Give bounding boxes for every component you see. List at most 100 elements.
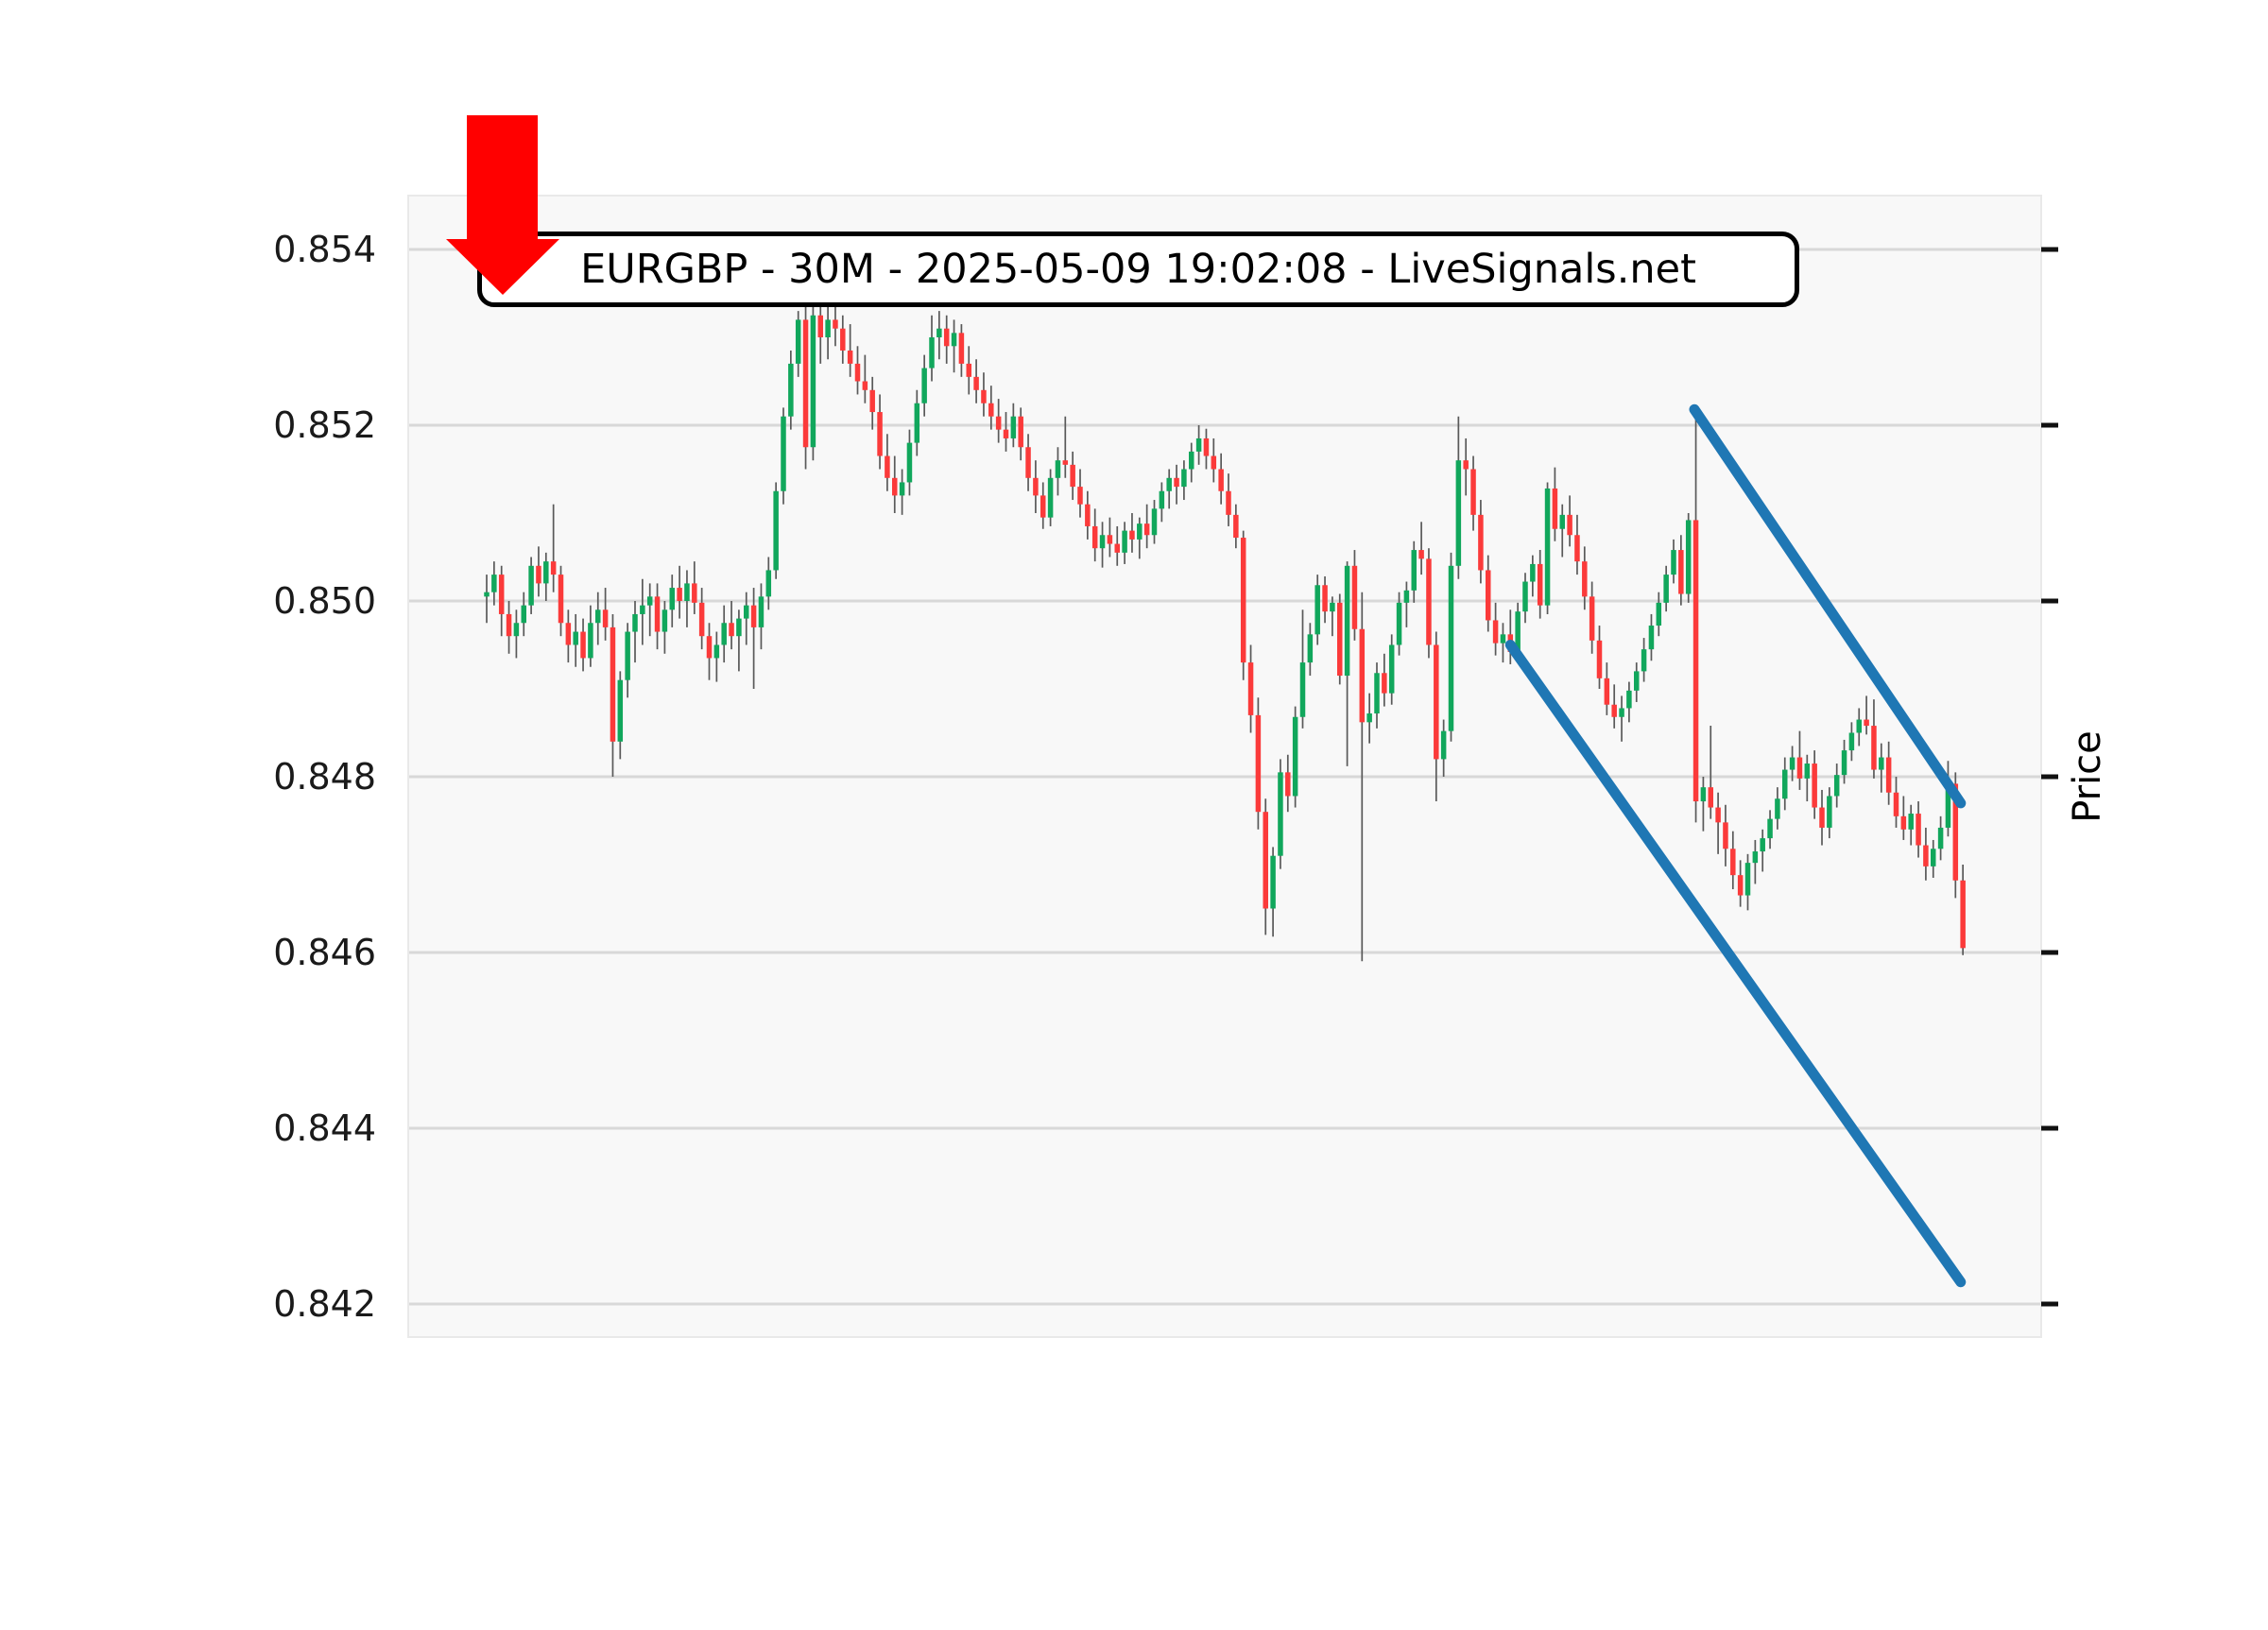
candlestick xyxy=(498,565,505,637)
candle-body-down xyxy=(833,319,838,329)
candlestick xyxy=(1337,593,1343,685)
candle-body-down xyxy=(1960,880,1966,949)
candle-body-down xyxy=(1737,875,1744,896)
candle-body-down xyxy=(1819,807,1825,828)
candle-body-down xyxy=(988,403,994,417)
candlestick xyxy=(1478,500,1484,584)
candle-body-down xyxy=(565,623,572,645)
candle-body-up xyxy=(1189,451,1194,470)
candle-body-down xyxy=(1085,504,1091,526)
candlestick xyxy=(1285,754,1291,813)
y-axis-labels-left: 0.854 0.852 0.850 0.848 0.846 0.844 0.842 xyxy=(273,229,376,1325)
candlestick xyxy=(1388,634,1395,705)
candlestick xyxy=(1143,504,1150,549)
candlestick xyxy=(1263,798,1268,935)
candle-body-up xyxy=(1330,602,1335,612)
candle-body-up xyxy=(1299,662,1306,717)
candlestick xyxy=(1344,561,1350,766)
candle-body-up xyxy=(1782,769,1788,799)
candlestick xyxy=(706,623,713,680)
candle-body-up xyxy=(1522,581,1528,612)
candle-body-up xyxy=(1760,838,1765,852)
candlestick xyxy=(1634,662,1640,702)
candle-body-up xyxy=(825,319,831,337)
candle-body-up xyxy=(684,583,690,601)
candle-body-up xyxy=(788,363,794,417)
candlestick xyxy=(1203,428,1210,470)
candlestick xyxy=(914,389,920,456)
candle-body-down xyxy=(862,381,868,390)
candlestick xyxy=(1626,681,1632,723)
candlestick xyxy=(892,455,898,513)
candle-body-down xyxy=(1091,525,1098,549)
candlestick xyxy=(810,306,816,461)
candlestick xyxy=(825,306,831,360)
candlestick xyxy=(1040,482,1046,529)
candlestick xyxy=(1047,469,1054,526)
candlestick xyxy=(692,561,697,614)
candlestick xyxy=(1062,416,1069,478)
candle-body-down xyxy=(558,575,564,624)
candlestick xyxy=(484,575,490,624)
y-axis-tick xyxy=(2041,247,2058,252)
candlestick xyxy=(1671,539,1676,584)
candlestick xyxy=(1122,522,1127,564)
candle-body-down xyxy=(1226,490,1231,515)
candle-body-down xyxy=(1463,460,1469,470)
candle-body-down xyxy=(1018,416,1023,448)
candlestick xyxy=(1737,860,1744,907)
candlestick xyxy=(1760,829,1765,872)
candlestick xyxy=(610,613,616,777)
candlestick xyxy=(1775,787,1780,830)
candlestick xyxy=(1077,469,1083,518)
trendlines xyxy=(1504,403,1967,1288)
candlestick xyxy=(921,354,927,417)
candle-body-up xyxy=(1671,550,1676,575)
candlestick xyxy=(885,434,890,491)
candlestick xyxy=(1552,467,1558,541)
candle-body-up xyxy=(1848,732,1855,751)
candlestick xyxy=(684,570,690,627)
candle-body-down xyxy=(1040,495,1046,518)
candlestick xyxy=(573,613,578,667)
candlestick xyxy=(1567,495,1572,547)
candle-body-down xyxy=(1567,514,1572,536)
candlestick xyxy=(625,623,630,698)
candle-body-up xyxy=(1515,611,1521,652)
candlestick xyxy=(1619,695,1624,742)
candlestick xyxy=(1351,550,1358,641)
candlestick xyxy=(640,578,645,645)
candle-body-down xyxy=(1486,570,1491,621)
candle-body-down xyxy=(1478,514,1484,571)
candle-body-down xyxy=(1715,807,1721,823)
candlestick xyxy=(536,546,541,597)
candle-body-up xyxy=(758,596,765,627)
candlestick xyxy=(1070,451,1075,501)
candle-body-up xyxy=(1099,535,1106,549)
candlestick xyxy=(1648,613,1655,661)
candlestick xyxy=(1833,764,1840,808)
candlestick xyxy=(1292,706,1298,808)
candlestick xyxy=(854,346,861,395)
candle-body-up xyxy=(662,609,668,632)
candlestick xyxy=(1307,623,1314,677)
candlestick xyxy=(1767,810,1773,849)
candlestick xyxy=(840,315,846,364)
candlestick xyxy=(1492,602,1499,656)
y-axis-tick-label: 0.848 xyxy=(273,756,376,798)
candle-body-down xyxy=(1923,845,1929,866)
candle-body-down xyxy=(706,636,713,659)
candlestick xyxy=(1151,500,1158,544)
candlestick xyxy=(1885,741,1892,805)
candle-body-up xyxy=(781,416,786,491)
candle-body-up xyxy=(1166,477,1172,491)
candle-body-up xyxy=(1663,575,1669,603)
candlestick xyxy=(1247,644,1254,733)
candlestick xyxy=(1330,596,1335,637)
candlestick xyxy=(1270,847,1276,937)
candlestick xyxy=(1804,754,1811,802)
candlestick xyxy=(602,588,609,641)
candlestick xyxy=(1411,540,1417,603)
candle-body-up xyxy=(646,596,653,606)
